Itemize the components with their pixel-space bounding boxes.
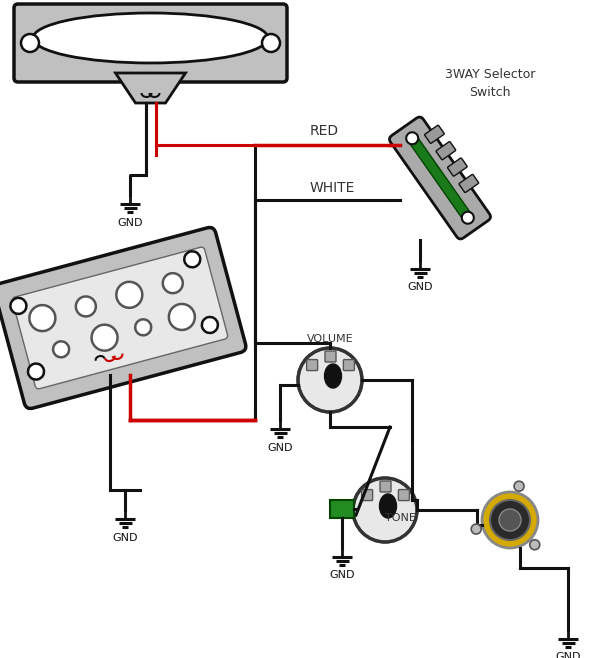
FancyBboxPatch shape xyxy=(325,351,336,362)
Circle shape xyxy=(406,132,418,144)
Ellipse shape xyxy=(33,13,268,63)
Circle shape xyxy=(76,297,96,316)
Circle shape xyxy=(21,34,39,52)
Text: GND: GND xyxy=(267,443,293,453)
Circle shape xyxy=(514,481,524,491)
FancyBboxPatch shape xyxy=(425,125,444,143)
Circle shape xyxy=(462,212,474,224)
Circle shape xyxy=(482,492,538,548)
Circle shape xyxy=(163,273,183,293)
Text: WHITE: WHITE xyxy=(310,181,355,195)
Ellipse shape xyxy=(325,364,341,388)
Text: GND: GND xyxy=(112,533,138,543)
Bar xyxy=(330,500,354,518)
Text: TONE: TONE xyxy=(385,513,415,523)
Circle shape xyxy=(202,317,218,333)
Text: GND: GND xyxy=(117,218,143,228)
Circle shape xyxy=(29,305,55,331)
Circle shape xyxy=(135,319,151,336)
FancyBboxPatch shape xyxy=(380,481,391,492)
Circle shape xyxy=(353,478,417,542)
FancyBboxPatch shape xyxy=(459,174,479,193)
Polygon shape xyxy=(115,73,185,103)
Circle shape xyxy=(92,324,118,351)
Circle shape xyxy=(262,34,280,52)
FancyBboxPatch shape xyxy=(14,4,287,82)
FancyBboxPatch shape xyxy=(13,247,227,389)
Circle shape xyxy=(53,342,69,357)
FancyBboxPatch shape xyxy=(436,141,455,160)
FancyBboxPatch shape xyxy=(307,359,317,370)
Text: GND: GND xyxy=(329,570,355,580)
Ellipse shape xyxy=(380,494,397,518)
FancyBboxPatch shape xyxy=(448,158,467,176)
FancyBboxPatch shape xyxy=(398,490,409,501)
FancyBboxPatch shape xyxy=(362,490,373,501)
Text: GND: GND xyxy=(407,282,433,292)
Circle shape xyxy=(530,540,540,549)
FancyBboxPatch shape xyxy=(343,359,355,370)
FancyBboxPatch shape xyxy=(389,117,491,239)
Text: 3WAY Selector
Switch: 3WAY Selector Switch xyxy=(445,68,535,99)
Bar xyxy=(407,135,472,221)
Circle shape xyxy=(499,509,521,531)
FancyBboxPatch shape xyxy=(0,228,246,409)
Circle shape xyxy=(184,251,200,267)
Text: RED: RED xyxy=(310,124,339,138)
Circle shape xyxy=(490,500,530,540)
Circle shape xyxy=(169,304,195,330)
Text: GND: GND xyxy=(555,652,581,658)
Circle shape xyxy=(471,524,481,534)
Circle shape xyxy=(10,298,26,314)
Circle shape xyxy=(298,348,362,412)
Text: VOLUME: VOLUME xyxy=(307,334,353,344)
Circle shape xyxy=(28,364,44,380)
Circle shape xyxy=(116,282,142,308)
